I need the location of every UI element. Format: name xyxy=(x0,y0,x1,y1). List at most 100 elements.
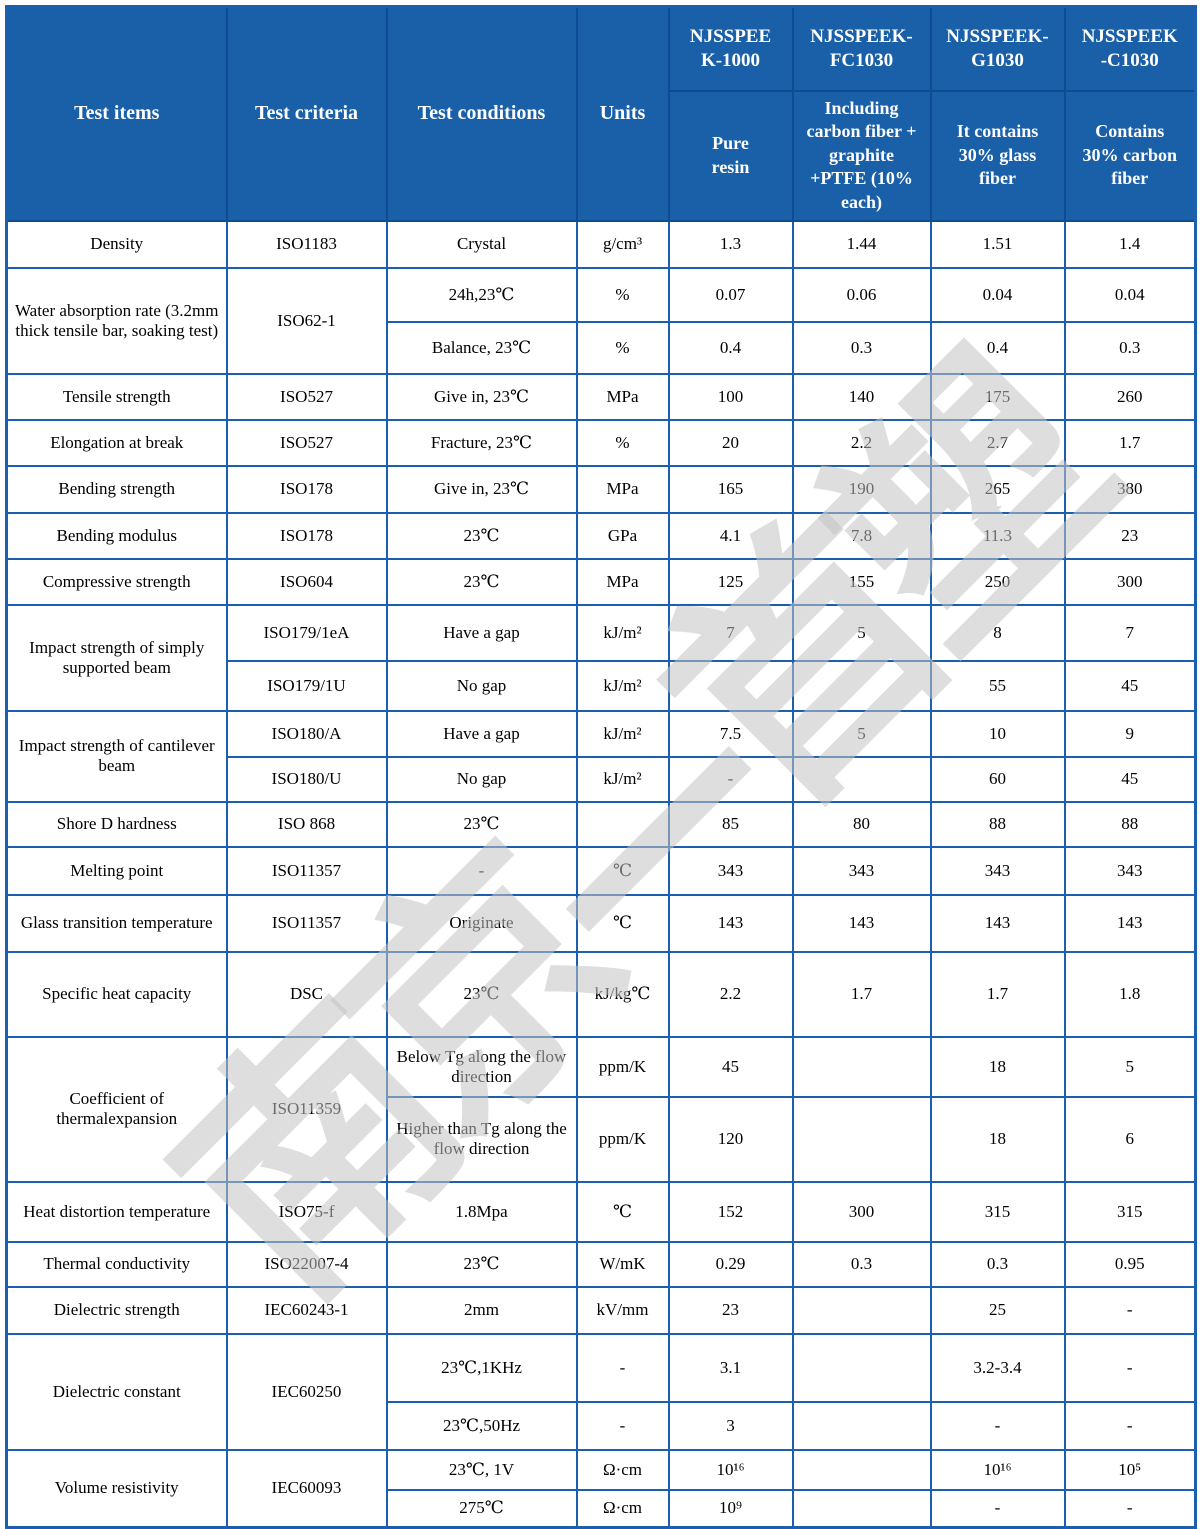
cell-value: 10⁹ xyxy=(667,1488,794,1529)
cell-value: 260 xyxy=(1063,372,1197,421)
cell-value: 5 xyxy=(791,603,932,662)
cell-criteria: ISO11359 xyxy=(225,1035,388,1183)
cell-condition: Give in, 23℃ xyxy=(385,464,578,514)
cell-condition: Fracture, 23℃ xyxy=(385,418,578,467)
cell-unit: % xyxy=(575,320,670,375)
cell-value xyxy=(791,1448,932,1491)
cell-value: 55 xyxy=(929,659,1066,712)
col-header-test-criteria: Test criteria xyxy=(225,5,388,222)
cell-criteria: ISO1183 xyxy=(225,219,388,269)
cell-criteria: ISO179/1eA xyxy=(225,603,388,662)
cell-value: 1.8 xyxy=(1063,950,1197,1038)
cell-criteria: ISO178 xyxy=(225,511,388,560)
cell-value: 0.06 xyxy=(791,266,932,323)
cell-unit: kJ/m² xyxy=(575,709,670,758)
cell-condition: Have a gap xyxy=(385,603,578,662)
cell-value xyxy=(791,1285,932,1335)
cell-value: 2.2 xyxy=(791,418,932,467)
cell-condition: Give in, 23℃ xyxy=(385,372,578,421)
cell-value: 18 xyxy=(929,1035,1066,1098)
cell-unit: - xyxy=(575,1400,670,1451)
cell-criteria: ISO22007-4 xyxy=(225,1240,388,1288)
cell-value: 4.1 xyxy=(667,511,794,560)
cell-value: 143 xyxy=(791,893,932,953)
cell-unit: GPa xyxy=(575,511,670,560)
cell-value: 7.8 xyxy=(791,511,932,560)
table-row: 275℃ Ω·cm 10⁹ - - xyxy=(7,1488,1197,1529)
col-header-units: Units xyxy=(575,5,670,222)
cell-condition: 23℃,1KHz xyxy=(385,1332,578,1403)
cell-value: 88 xyxy=(929,800,1066,848)
cell-criteria: ISO 868 xyxy=(225,800,388,848)
cell-condition: No gap xyxy=(385,755,578,803)
cell-value: 143 xyxy=(929,893,1066,953)
table-row: Water absorption rate (3.2mm thick tensi… xyxy=(5,266,1197,375)
cell-value: 1.7 xyxy=(1063,418,1197,467)
cell-value: - xyxy=(667,755,794,803)
table-row: Coefficient of thermalexpansion ISO11359… xyxy=(5,1035,1197,1183)
col-header-product-c1030: NJSSPEEK -C1030 xyxy=(1063,5,1197,92)
cell-condition: Balance, 23℃ xyxy=(385,320,578,375)
cell-value: 1.3 xyxy=(667,219,794,269)
cell-test-item: Compressive strength xyxy=(5,557,228,606)
cell-value: 300 xyxy=(791,1180,932,1243)
cell-unit: kJ/m² xyxy=(575,603,670,662)
cell-test-item: Impact strength of cantilever beam xyxy=(5,709,228,803)
cell-unit: % xyxy=(575,266,670,323)
cell-condition: 23℃,50Hz xyxy=(385,1400,578,1451)
cell-value: 10¹⁶ xyxy=(667,1448,794,1491)
cell-value: - xyxy=(1063,1488,1197,1529)
cell-value: 20 xyxy=(667,418,794,467)
cell-test-item: Bending strength xyxy=(5,464,228,514)
cell-criteria: IEC60093 xyxy=(225,1448,388,1529)
cell-value: 11.3 xyxy=(929,511,1066,560)
product-desc-g1030: It contains 30% glass fiber xyxy=(929,89,1066,222)
cell-value: 1.51 xyxy=(929,219,1066,269)
cell-condition: 23℃ xyxy=(385,800,578,848)
table-row: ISO179/1U No gap kJ/m² 55 45 xyxy=(7,659,1197,712)
cell-value: 3 xyxy=(667,1400,794,1451)
cell-condition: 2mm xyxy=(385,1285,578,1335)
cell-value: 18 xyxy=(929,1095,1066,1183)
cell-value xyxy=(791,659,932,712)
cell-condition: 1.8Mpa xyxy=(385,1180,578,1243)
col-header-test-conditions: Test conditions xyxy=(385,5,578,222)
cell-value: 5 xyxy=(1063,1035,1197,1098)
cell-test-item: Dielectric strength xyxy=(5,1285,228,1335)
cell-value: 60 xyxy=(929,755,1066,803)
cell-value: 315 xyxy=(1063,1180,1197,1243)
cell-condition: Crystal xyxy=(385,219,578,269)
cell-value: 0.3 xyxy=(791,1240,932,1288)
cell-value: 25 xyxy=(929,1285,1066,1335)
cell-criteria: ISO11357 xyxy=(225,845,388,896)
cell-value: 120 xyxy=(667,1095,794,1183)
table-header: Test items Test criteria Test conditions… xyxy=(5,5,1197,222)
table-row: Dielectric constant IEC60250 23℃,1KHz - … xyxy=(5,1332,1197,1451)
cell-value: 140 xyxy=(791,372,932,421)
cell-value: 23 xyxy=(1063,511,1197,560)
table-row: 23℃,50Hz - 3 - - xyxy=(7,1400,1197,1451)
cell-test-item: Heat distortion temperature xyxy=(5,1180,228,1243)
cell-value: 300 xyxy=(1063,557,1197,606)
cell-value: 190 xyxy=(791,464,932,514)
cell-value: 155 xyxy=(791,557,932,606)
cell-condition: 23℃, 1V xyxy=(385,1448,578,1491)
cell-criteria: ISO179/1U xyxy=(225,659,388,712)
cell-value: 0.3 xyxy=(1063,320,1197,375)
cell-value: 125 xyxy=(667,557,794,606)
cell-test-item: Glass transition temperature xyxy=(5,893,228,953)
cell-unit: W/mK xyxy=(575,1240,670,1288)
cell-unit: ℃ xyxy=(575,845,670,896)
cell-test-item: Tensile strength xyxy=(5,372,228,421)
cell-value: - xyxy=(1063,1332,1197,1403)
table-row: Dielectric strength IEC60243-1 2mm kV/mm… xyxy=(5,1285,1197,1335)
cell-value: 265 xyxy=(929,464,1066,514)
table-row: Volume resistivity IEC60093 23℃, 1V Ω·cm… xyxy=(5,1448,1197,1529)
table-row: Compressive strength ISO604 23℃ MPa 125 … xyxy=(5,557,1197,606)
cell-unit: kV/mm xyxy=(575,1285,670,1335)
table-row: Higher than Tg along the flow direction … xyxy=(7,1095,1197,1183)
cell-test-item: Dielectric constant xyxy=(5,1332,228,1451)
cell-value: 9 xyxy=(1063,709,1197,758)
cell-test-item: Bending modulus xyxy=(5,511,228,560)
